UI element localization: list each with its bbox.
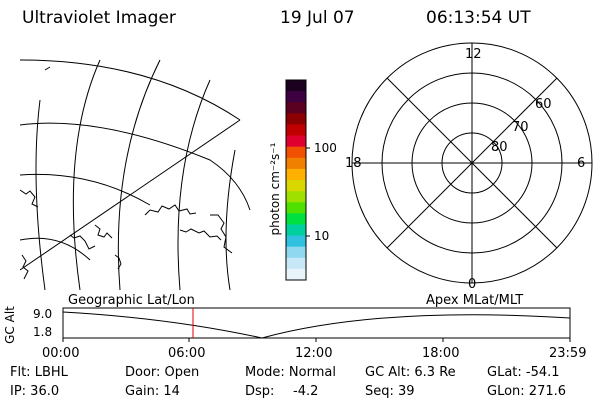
status-gain: Gain: 14 — [125, 384, 180, 399]
status-flt: Flt: LBHL — [10, 365, 68, 380]
status-dsp: Dsp: — [245, 384, 275, 399]
colorbar-tick-label: 100 — [314, 141, 337, 155]
colorbar-segment — [286, 80, 306, 92]
colorbar-segment — [286, 246, 306, 259]
coastline — [20, 189, 39, 208]
x-tick-label: 18:00 — [422, 346, 460, 361]
colorbar-segment — [286, 102, 306, 114]
coastline — [144, 204, 197, 216]
status-glat: GLat: -54.1 — [487, 365, 560, 380]
status-dsp-value: -4.2 — [293, 384, 319, 399]
colorbar-tick-label: 10 — [314, 229, 330, 243]
map-lat-arc — [20, 237, 91, 261]
coastline — [69, 234, 96, 250]
map-lon-curve — [35, 99, 46, 290]
status-mode: Mode: Normal — [245, 365, 336, 380]
status-glon: GLon: 271.6 — [487, 384, 567, 399]
altitude-timeline — [62, 307, 571, 342]
coastline — [21, 254, 29, 280]
coastline — [44, 66, 51, 71]
map-lon-curve — [117, 59, 161, 290]
map-lon-curve — [72, 59, 101, 290]
x-tick-label: 00:00 — [42, 346, 80, 361]
time-label: 06:13:54 UT — [426, 8, 531, 28]
altitude-curve — [62, 311, 571, 339]
colorbar-segment — [286, 168, 306, 181]
colorbar-segment — [286, 124, 306, 137]
polar-label-6: 6 — [577, 156, 586, 171]
polar-axis — [386, 77, 558, 249]
y-tick-label: 1.8 — [33, 325, 53, 339]
colorbar-segment — [286, 91, 306, 103]
coastline — [114, 254, 122, 270]
status-seq: Seq: 39 — [365, 384, 415, 399]
x-tick-label: 12:00 — [295, 346, 333, 361]
colorbar-segment — [286, 213, 306, 225]
map-lat-arc — [20, 122, 251, 211]
x-tick-label: 06:00 — [168, 346, 206, 361]
geographic-map — [20, 59, 251, 290]
colorbar-segment — [286, 113, 306, 125]
colorbar-segment — [286, 257, 306, 270]
polar-plot — [351, 42, 593, 284]
y-tick-label: 9.0 — [33, 307, 53, 321]
date-label: 19 Jul 07 — [280, 8, 355, 28]
colorbar-segment — [286, 180, 306, 192]
polar-lat-70: 70 — [512, 120, 529, 135]
colorbar-segment — [286, 224, 306, 237]
map-lat-arc — [20, 59, 241, 121]
colorbar-segment — [286, 235, 306, 248]
colorbar-segment — [286, 157, 306, 170]
status-gc-alt: GC Alt: 6.3 Re — [365, 365, 456, 380]
map-lon-curve — [225, 149, 236, 290]
timeline-right-label: Apex MLat/MLT — [426, 293, 524, 308]
y-axis-label: GC Alt — [2, 306, 17, 344]
polar-label-12: 12 — [465, 47, 482, 62]
polar-label-0: 0 — [468, 277, 477, 292]
timeline-frame — [62, 307, 571, 339]
colorbar-segment — [286, 146, 306, 159]
coastline — [94, 224, 113, 239]
polar-lat-80: 80 — [491, 140, 508, 155]
polar-lat-60: 60 — [535, 97, 552, 112]
colorbar-frame — [285, 79, 307, 281]
map-diagonal — [20, 119, 241, 271]
map-lon-curve — [177, 79, 211, 290]
timeline-left-label: Geographic Lat/Lon — [68, 293, 195, 308]
colorbar-segment — [286, 268, 306, 281]
colorbar-unit-label: photon cm⁻²s⁻¹ — [268, 142, 282, 236]
app-title: Ultraviolet Imager — [22, 8, 176, 28]
colorbar — [285, 79, 310, 281]
status-door: Door: Open — [125, 365, 200, 380]
colorbar-segment — [286, 191, 306, 203]
colorbar-segment — [286, 202, 306, 214]
colorbar-segment — [286, 135, 306, 148]
status-ip: IP: 36.0 — [10, 384, 60, 399]
coastline — [210, 214, 233, 254]
x-tick-label: 23:59 — [549, 346, 587, 361]
coastline — [179, 228, 222, 241]
polar-label-18: 18 — [345, 156, 362, 171]
map-lat-arc — [20, 173, 151, 206]
